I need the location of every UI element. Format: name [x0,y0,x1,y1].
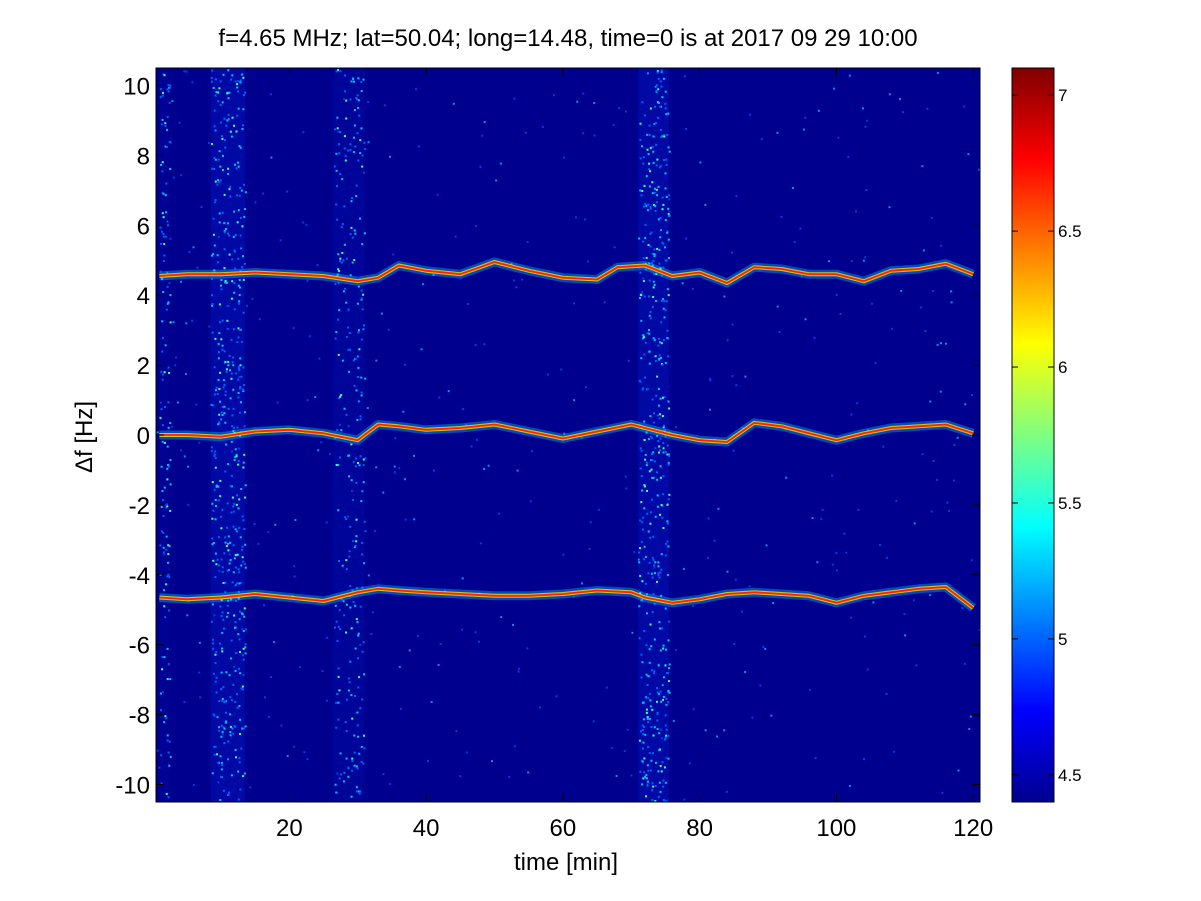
x-tick-label: 20 [276,815,303,842]
colorbar-tick-label: 7 [1058,86,1067,105]
y-tick-label: 10 [123,73,150,100]
y-tick-label: 8 [137,143,150,170]
band-1 [333,68,367,802]
x-tick-label: 80 [686,815,713,842]
y-tick-label: 0 [137,423,150,450]
trace-0 [159,257,975,288]
y-tick-label: 4 [137,283,150,310]
colorbar [1011,67,1055,803]
chart-title: f=4.65 MHz; lat=50.04; long=14.48, time=… [218,25,917,52]
colorbar-tick-label: 5 [1058,630,1067,649]
colorbar-ticks: 4.5 5 5.5 6 6.5 7 [1012,86,1082,785]
y-axis-label: Δf [Hz] [71,401,98,473]
trace-2 [159,582,976,612]
x-tick-label: 100 [816,815,856,842]
colorbar-tick-label: 6 [1058,358,1067,377]
y-tick-label: -10 [115,773,150,800]
colorbar-tick-label: 6.5 [1058,222,1082,241]
colorbar-tick-label: 4.5 [1058,766,1082,785]
x-axis-label: time [min] [514,849,618,876]
y-tick-label: -6 [129,633,150,660]
y-tick-label: 2 [137,353,150,380]
x-tick-label: 40 [413,815,440,842]
x-axis-ticks: 20 40 60 80 100 120 [276,68,993,842]
y-tick-label: -2 [129,493,150,520]
y-tick-label: 6 [137,213,150,240]
trace-1 [159,418,975,447]
band-2 [638,68,671,802]
plot-area [156,68,980,802]
signal-traces [159,257,976,612]
colorbar-tick-label: 5.5 [1058,494,1082,513]
x-tick-label: 60 [550,815,577,842]
y-tick-label: -4 [129,563,150,590]
x-tick-label: 120 [953,815,993,842]
y-tick-label: -8 [129,703,150,730]
y-axis-ticks: -10 -8 -6 -4 -2 0 2 4 6 8 10 [115,73,980,800]
background-speckle [156,70,980,801]
